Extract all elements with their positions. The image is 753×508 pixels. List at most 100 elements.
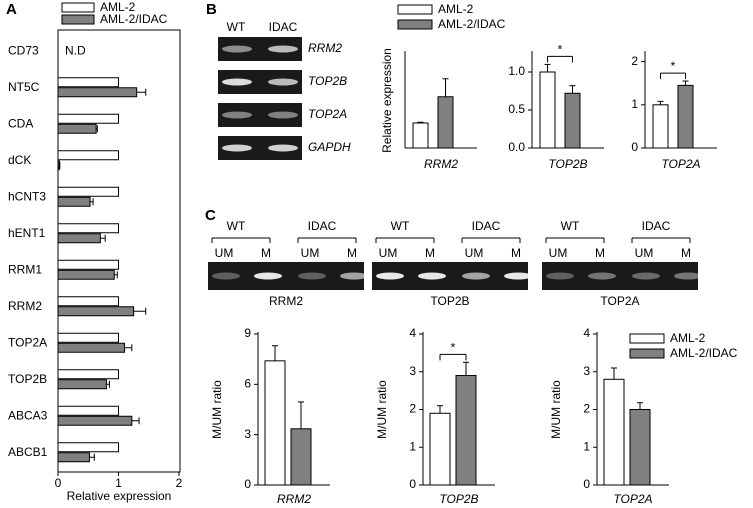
y-tick-label: 1.0 [508, 64, 525, 78]
y-tick-label: 6 [244, 377, 251, 391]
category-label: RRM2 [8, 299, 42, 313]
x-tick-label: 2 [176, 476, 183, 490]
bar [57, 296, 119, 307]
gel-band [462, 272, 490, 280]
category-label: CDA [8, 116, 33, 130]
y-tick-label: 0.5 [508, 102, 525, 116]
bar [412, 122, 429, 149]
bar [57, 233, 101, 244]
gene-label: TOP2B [430, 294, 469, 308]
category-label: TOP2A [8, 335, 47, 349]
x-axis-label: RRM2 [277, 492, 311, 506]
bar [603, 378, 625, 486]
gel-band [222, 111, 252, 119]
legend-label: AML-2 [438, 2, 474, 16]
gene-label: TOP2A [600, 294, 639, 308]
panel-label: C [205, 207, 216, 224]
y-tick-label: 0 [244, 477, 251, 491]
gel-band [254, 272, 282, 280]
gene-label: TOP2B [308, 74, 347, 88]
y-tick-label: 1 [409, 439, 416, 453]
gel-band [632, 272, 660, 280]
gel [218, 103, 302, 127]
gel-band [268, 78, 298, 86]
lane-label: IDAC [269, 20, 298, 34]
gene-label: RRM2 [269, 294, 303, 308]
legend-label: AML-2 [100, 0, 136, 14]
y-tick-label: 2 [583, 402, 590, 416]
gel-band [340, 272, 368, 280]
y-axis-label: M/UM ratio [549, 380, 563, 439]
gel-band [268, 144, 298, 152]
y-axis-label: Relative expression [380, 48, 394, 153]
category-label: NT5C [8, 80, 40, 94]
y-tick-label: 0.0 [508, 140, 525, 154]
gel-band [222, 78, 252, 86]
y-axis-label: M/UM ratio [375, 380, 389, 439]
category-label: ABCB1 [8, 445, 48, 459]
bar [57, 306, 135, 317]
y-tick-label: 3 [409, 364, 416, 378]
y-tick-label: 0 [583, 477, 590, 491]
annotation: N.D [65, 43, 86, 57]
bar [57, 442, 119, 453]
gel-band [298, 272, 326, 280]
category-label: RRM1 [8, 262, 42, 276]
bar [437, 96, 454, 149]
legend-label: AML-2 [670, 331, 706, 345]
gel-band [418, 272, 446, 280]
bar [57, 186, 119, 197]
bar [652, 104, 669, 149]
bar [539, 71, 556, 149]
bar [629, 409, 651, 486]
lane-label: UM [215, 246, 234, 260]
bar [290, 428, 312, 486]
gel-band [268, 45, 298, 53]
group-label: WT [561, 219, 580, 233]
bar [429, 412, 451, 486]
lane-label: WT [227, 20, 246, 34]
x-axis-label: TOP2A [661, 157, 700, 171]
gene-label: TOP2A [308, 107, 347, 121]
gene-label: RRM2 [308, 41, 342, 55]
lane-label: UM [635, 246, 654, 260]
bar [264, 360, 286, 486]
bar [57, 160, 60, 171]
bar [455, 375, 477, 486]
gel [208, 262, 364, 290]
bar [57, 113, 119, 124]
lane-label: M [511, 246, 521, 260]
legend-swatch [397, 19, 433, 30]
legend-swatch [61, 2, 95, 13]
bar [57, 452, 90, 463]
gel-band [268, 111, 298, 119]
bar [57, 123, 97, 134]
annotation: * [558, 43, 563, 57]
gel-band [674, 272, 702, 280]
bar [57, 196, 91, 207]
y-tick-label: 0 [631, 140, 638, 154]
y-tick-label: 3 [244, 427, 251, 441]
lane-label: UM [379, 246, 398, 260]
y-tick-label: 9 [244, 326, 251, 340]
group-label: IDAC [472, 219, 501, 233]
y-tick-label: 1 [631, 97, 638, 111]
category-label: TOP2B [8, 372, 47, 386]
bar [57, 223, 119, 234]
bar [57, 379, 107, 390]
panel-label: A [6, 1, 17, 18]
gel-band [376, 272, 404, 280]
lane-label: UM [301, 246, 320, 260]
legend-label: AML-2/IDAC [438, 17, 506, 31]
panel-label: B [206, 1, 217, 18]
gene-label: GAPDH [308, 140, 351, 154]
category-label: ABCA3 [8, 408, 48, 422]
y-axis-label: M/UM ratio [210, 380, 224, 439]
gel-band [222, 45, 252, 53]
bar [57, 405, 119, 416]
lane-label: M [261, 246, 271, 260]
legend-swatch [397, 4, 433, 15]
group-label: WT [227, 219, 246, 233]
bar [57, 87, 138, 98]
